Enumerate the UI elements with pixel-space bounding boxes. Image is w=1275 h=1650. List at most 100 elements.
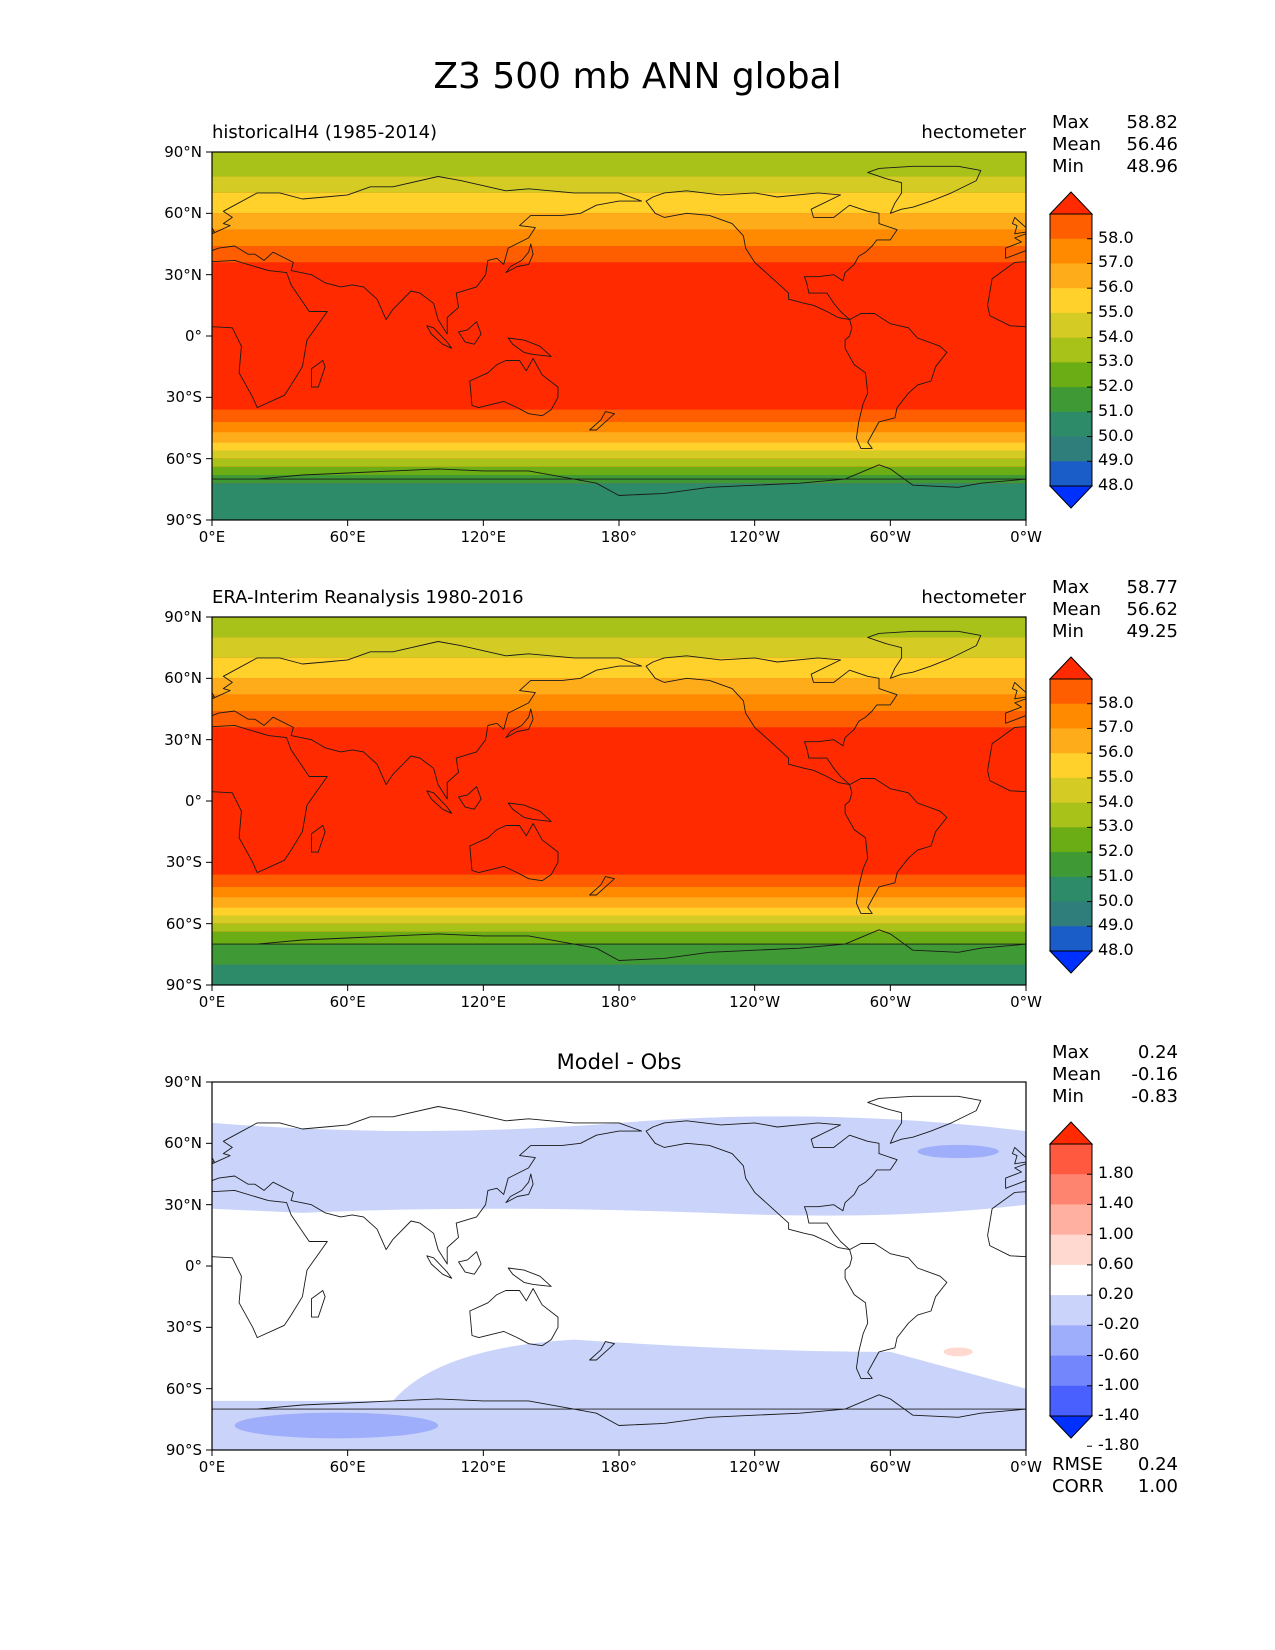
colorbar-segment bbox=[1050, 362, 1092, 388]
colorbar-extend-bottom bbox=[1048, 1415, 1094, 1439]
colorbar-segment bbox=[1050, 1385, 1092, 1417]
colorbar-segment bbox=[1050, 461, 1092, 487]
stat-label: RMSE bbox=[1052, 1454, 1103, 1475]
colorbar-segment bbox=[1050, 852, 1092, 878]
stat-value: 56.46 bbox=[1126, 134, 1178, 155]
colorbar-label: 48.0 bbox=[1098, 940, 1134, 959]
coastline-newguinea bbox=[507, 337, 552, 357]
field-band bbox=[212, 421, 1026, 433]
y-tick-label: 30°N bbox=[164, 1195, 202, 1214]
field-band bbox=[212, 886, 1026, 898]
field-band bbox=[212, 152, 1026, 177]
coastline-japan bbox=[505, 1173, 534, 1204]
colorbar-segment bbox=[1050, 214, 1092, 240]
figure-title: Z3 500 mb ANN global bbox=[433, 56, 842, 97]
colorbar-segment bbox=[1050, 728, 1092, 754]
colorbar-label: 1.40 bbox=[1098, 1193, 1134, 1213]
stat-value: 58.82 bbox=[1126, 112, 1178, 133]
y-tick-label: 90°S bbox=[165, 976, 202, 994]
coastline-borneo bbox=[458, 1251, 482, 1275]
field-band bbox=[212, 262, 1026, 279]
field-band bbox=[212, 915, 1026, 924]
x-tick-label: 120°W bbox=[729, 1458, 781, 1476]
coastline-uk bbox=[212, 1156, 215, 1163]
colorbar-segment bbox=[1050, 436, 1092, 462]
field-band bbox=[212, 964, 1026, 985]
coastline-japan bbox=[505, 243, 534, 274]
colorbar-label: 49.0 bbox=[1098, 450, 1134, 470]
colorbar-segment bbox=[1050, 753, 1092, 779]
coastline-eurasia bbox=[1005, 233, 1026, 259]
colorbar-segment bbox=[1050, 777, 1092, 804]
field-band bbox=[212, 678, 1026, 695]
stat-value: -0.83 bbox=[1131, 1086, 1178, 1107]
colorbar-segment bbox=[1050, 1234, 1092, 1266]
colorbar-label: -0.60 bbox=[1098, 1344, 1140, 1364]
colorbar-label: 58.0 bbox=[1098, 227, 1134, 247]
y-tick-label: 30°S bbox=[165, 1318, 202, 1337]
stat-label: Min bbox=[1052, 1086, 1084, 1107]
coastline-namerica bbox=[645, 190, 898, 321]
field-band bbox=[212, 657, 1026, 679]
coastline-sumatra bbox=[426, 790, 453, 814]
field-band bbox=[212, 278, 1026, 394]
stat-label: Max bbox=[1052, 112, 1090, 133]
coastline-nz bbox=[589, 1341, 615, 1361]
colorbar-label: 49.0 bbox=[1098, 915, 1134, 935]
colorbar-segment bbox=[1050, 1264, 1092, 1296]
x-tick-label: 60°E bbox=[329, 993, 366, 1011]
colorbar-label: -1.80 bbox=[1098, 1435, 1140, 1455]
colorbar-label: 48.0 bbox=[1098, 475, 1134, 494]
colorbar-label: 57.0 bbox=[1098, 717, 1134, 737]
field-band bbox=[212, 442, 1026, 451]
colorbar-segment bbox=[1050, 703, 1092, 729]
y-tick-label: 90°S bbox=[165, 511, 202, 529]
coastline-greenland bbox=[867, 630, 982, 679]
colorbar-segment bbox=[1050, 1204, 1092, 1236]
colorbar-segment bbox=[1050, 238, 1092, 264]
coastline-namerica bbox=[645, 1120, 898, 1251]
coastlines bbox=[212, 165, 1026, 496]
field-band bbox=[212, 458, 1026, 467]
field-region bbox=[234, 1412, 439, 1439]
x-tick-label: 120°E bbox=[460, 528, 507, 546]
coastline-africa bbox=[212, 259, 328, 409]
coastline-uk bbox=[1011, 681, 1026, 700]
stat-value: 58.77 bbox=[1126, 577, 1178, 598]
colorbar-extend-bottom bbox=[1048, 950, 1094, 974]
coastline-australia bbox=[469, 358, 559, 417]
colorbar-label: 54.0 bbox=[1098, 326, 1134, 346]
field-band bbox=[212, 617, 1026, 638]
y-tick-label: 60°N bbox=[164, 1134, 202, 1153]
x-tick-label: 60°E bbox=[329, 528, 366, 546]
x-tick-label: 180° bbox=[600, 528, 638, 546]
colorbar-segment bbox=[1050, 1355, 1092, 1387]
stat-value: 48.96 bbox=[1126, 156, 1178, 177]
colorbar-segment bbox=[1050, 876, 1092, 903]
colorbar-segment bbox=[1050, 288, 1092, 314]
y-tick-label: 0° bbox=[184, 327, 202, 345]
x-tick-label: 0°E bbox=[198, 1458, 226, 1476]
field-band bbox=[212, 923, 1026, 932]
x-tick-label: 60°W bbox=[869, 528, 912, 546]
colorbar-frame bbox=[1049, 213, 1093, 487]
x-tick-label: 60°E bbox=[329, 1458, 366, 1476]
y-tick-label: 0° bbox=[184, 792, 202, 810]
colorbar-label: 53.0 bbox=[1098, 351, 1134, 371]
stat-label: Min bbox=[1052, 156, 1084, 177]
stat-label: Max bbox=[1052, 1042, 1090, 1063]
coastline-uk bbox=[212, 691, 215, 698]
y-tick-label: 90°N bbox=[164, 143, 202, 161]
colorbar-extend-bottom bbox=[1048, 485, 1094, 509]
coastline-samerica bbox=[844, 778, 948, 914]
colorbar-label: 56.0 bbox=[1098, 742, 1134, 762]
coastlines bbox=[212, 630, 1026, 961]
stat-label: Mean bbox=[1052, 134, 1102, 155]
coastline-greenland bbox=[867, 1095, 982, 1144]
colorbar-label: -0.20 bbox=[1098, 1314, 1140, 1334]
coastline-eurasia bbox=[1005, 698, 1026, 724]
colorbar-segment bbox=[1050, 827, 1092, 853]
coastline-samerica bbox=[844, 1243, 948, 1379]
colorbar-segment bbox=[1050, 926, 1092, 952]
field-band bbox=[212, 246, 1026, 263]
